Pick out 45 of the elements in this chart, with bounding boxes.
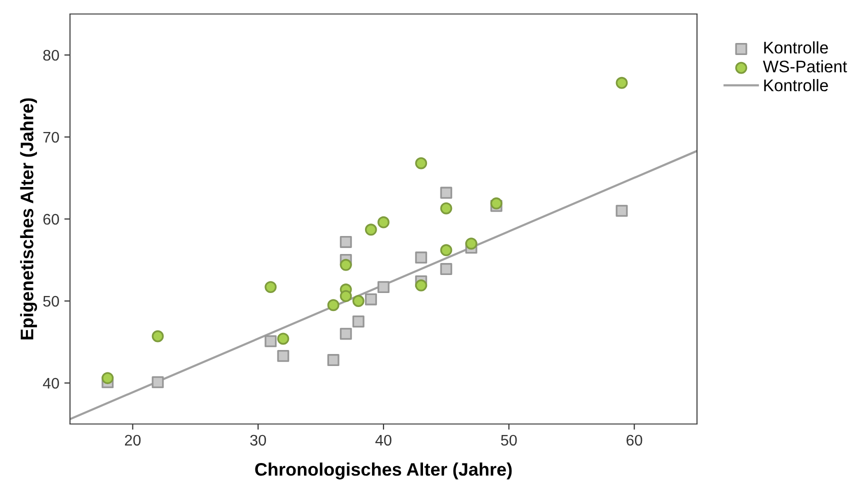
point: [327, 354, 340, 366]
x-tick-label: 30: [250, 434, 266, 446]
y-tick-label: 70: [43, 132, 59, 143]
point: [352, 295, 364, 307]
point: [102, 372, 114, 384]
point: [378, 216, 390, 228]
point: [277, 350, 290, 362]
legend-label: Kontrolle: [764, 79, 828, 92]
point: [415, 252, 428, 264]
point: [364, 224, 377, 236]
point: [440, 186, 452, 199]
point: [378, 281, 390, 294]
point: [490, 197, 502, 210]
point: [616, 204, 628, 217]
y-tick-label: 80: [43, 50, 59, 61]
legend-label: Kontrolle: [764, 41, 828, 54]
point: [277, 332, 290, 345]
point: [440, 202, 452, 214]
point: [465, 238, 478, 250]
point: [364, 293, 377, 306]
point: [327, 299, 340, 312]
point: [616, 76, 628, 89]
point: [415, 279, 428, 292]
point: [440, 244, 452, 256]
x-tick-label: 60: [626, 434, 642, 446]
point: [340, 290, 352, 302]
x-tick-label: 50: [501, 434, 517, 446]
point: [264, 335, 277, 348]
point: [264, 281, 277, 294]
point: [352, 316, 364, 328]
point: [340, 236, 352, 248]
y-tick-label: 50: [43, 296, 59, 307]
point: [340, 258, 352, 271]
legend-label: WS-Patient: [762, 60, 848, 72]
point: [415, 157, 428, 170]
y-tick-label: 60: [43, 214, 59, 225]
point: [340, 328, 352, 340]
point: [152, 376, 164, 388]
x-axis-title: Chronologisches Alter (Jahre): [255, 462, 512, 480]
y-axis-title: Epigenetisches Alter (Jahre): [20, 98, 38, 340]
point: [152, 330, 164, 342]
x-tick-label: 40: [375, 434, 392, 446]
point: [440, 263, 452, 276]
x-tick-label: 20: [124, 434, 141, 446]
y-tick-label: 40: [42, 378, 59, 389]
